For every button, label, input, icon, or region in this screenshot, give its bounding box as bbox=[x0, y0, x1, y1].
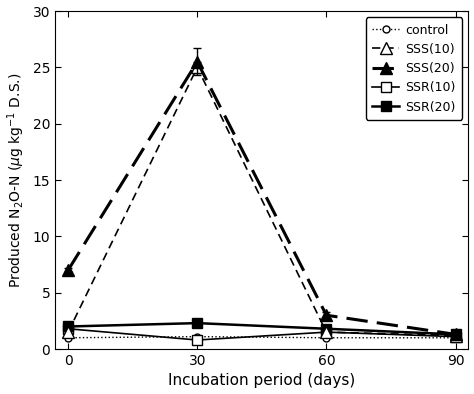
Y-axis label: Produced N$_2$O-N ($\mu$g kg$^{-1}$ D.S.): Produced N$_2$O-N ($\mu$g kg$^{-1}$ D.S.… bbox=[6, 72, 27, 288]
X-axis label: Incubation period (days): Incubation period (days) bbox=[168, 374, 356, 388]
Legend: control, SSS(10), SSS(20), SSR(10), SSR(20): control, SSS(10), SSS(20), SSR(10), SSR(… bbox=[365, 17, 462, 120]
